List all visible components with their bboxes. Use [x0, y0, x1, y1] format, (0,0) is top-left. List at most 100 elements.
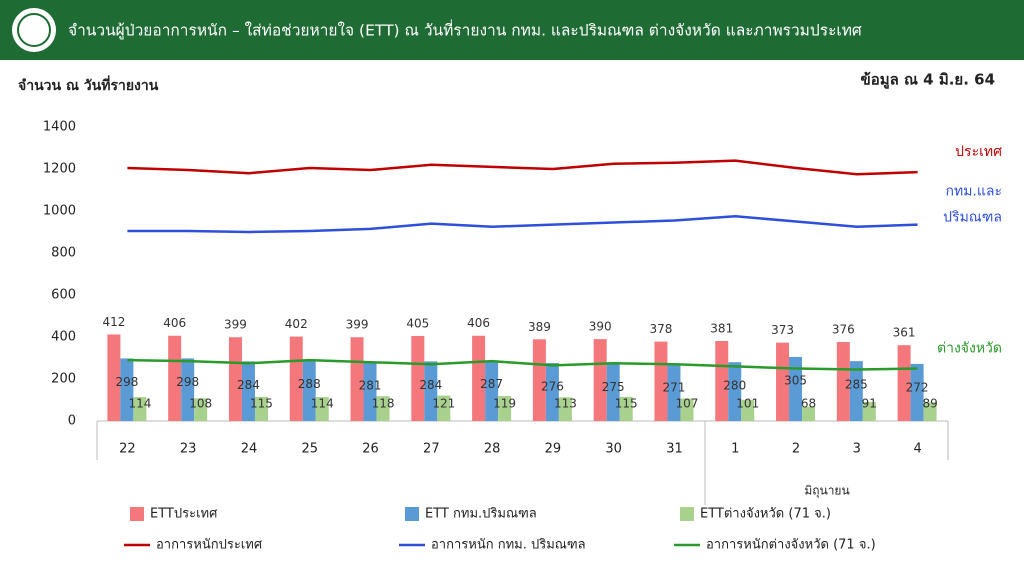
value-label: 119 [493, 397, 516, 411]
month-label: มิถุนายน [804, 484, 849, 499]
value-label: 91 [862, 397, 877, 411]
bar [424, 361, 438, 421]
bar [254, 396, 268, 421]
value-label: 108 [189, 397, 212, 411]
x-tick-label: 1 [731, 442, 739, 457]
bar [897, 345, 911, 421]
value-label: 284 [237, 378, 260, 392]
value-label: 399 [224, 318, 247, 332]
value-label: 118 [372, 397, 395, 411]
value-label: 390 [589, 320, 612, 334]
bar [350, 337, 364, 421]
bar [728, 362, 742, 421]
bar [849, 361, 863, 421]
value-label: 406 [467, 316, 490, 330]
value-label: 272 [906, 380, 929, 394]
bar [363, 361, 377, 421]
y-tick-label: 1200 [43, 162, 76, 177]
value-label: 285 [845, 378, 868, 392]
value-label: 101 [736, 397, 759, 411]
logo-ring [17, 13, 51, 47]
legend-swatch [680, 507, 694, 521]
x-tick-label: 24 [241, 442, 258, 457]
bar [228, 337, 242, 421]
y-tick-label: 400 [51, 330, 76, 345]
y-axis-label: จำนวน ณ วันที่รายงาน [18, 75, 159, 94]
bar [411, 335, 425, 421]
bar [558, 397, 572, 421]
x-tick-label: 26 [362, 442, 379, 457]
value-label: 288 [298, 377, 321, 391]
line [127, 358, 918, 371]
legend-label: อาการหนักประเทศ [156, 538, 263, 553]
value-label: 68 [801, 397, 816, 411]
bar [289, 336, 303, 421]
header-title: จำนวนผู้ป่วยอาการหนัก – ใส่ท่อช่วยหายใจ … [68, 20, 862, 41]
value-label: 298 [176, 375, 199, 389]
bar [302, 360, 316, 421]
value-label: 89 [922, 397, 937, 411]
value-label: 298 [115, 375, 138, 389]
bar [437, 395, 451, 421]
x-tick-label: 23 [180, 442, 197, 457]
bar [715, 340, 729, 421]
bar [680, 398, 694, 421]
legend-swatch [405, 507, 419, 521]
x-tick-label: 22 [119, 442, 136, 457]
y-tick-label: 1400 [43, 120, 76, 135]
value-label: 412 [102, 315, 125, 329]
value-label: 280 [723, 379, 746, 393]
bar [606, 363, 620, 421]
line-end-label: ประเทศ [955, 144, 1002, 160]
value-label: 113 [554, 397, 577, 411]
bar [120, 358, 134, 421]
value-label: 271 [663, 381, 686, 395]
data-note: ข้อมูล ณ 4 มิ.ย. 64 [860, 71, 995, 90]
line [127, 159, 918, 176]
value-label: 115 [615, 397, 638, 411]
legend-label: ETT กทม.ปริมณฑล [425, 507, 537, 522]
value-label: 399 [346, 318, 369, 332]
bar [181, 358, 195, 421]
bar [654, 341, 668, 421]
legend-label: ETTต่างจังหวัด (71 จ.) [700, 507, 831, 522]
bar [593, 339, 607, 421]
bar [789, 356, 803, 421]
value-label: 284 [419, 378, 442, 392]
x-tick-label: 27 [423, 442, 440, 457]
bar [241, 361, 255, 421]
value-label: 405 [406, 316, 429, 330]
x-tick-label: 4 [913, 442, 921, 457]
bar [532, 339, 546, 421]
line [127, 214, 918, 234]
value-label: 361 [893, 326, 916, 340]
y-tick-label: 200 [51, 372, 76, 387]
value-label: 121 [432, 397, 455, 411]
bar [133, 397, 147, 421]
value-label: 406 [163, 316, 186, 330]
x-tick-label: 28 [484, 442, 501, 457]
line-end-label: ปริมณฑล [943, 210, 1002, 226]
bar [836, 342, 850, 421]
value-label: 276 [541, 380, 564, 394]
bar [194, 398, 208, 421]
legend-swatch [130, 507, 144, 521]
bar [376, 396, 390, 421]
x-tick-label: 3 [853, 442, 861, 457]
line-end-label: กทม.และ [945, 184, 1002, 200]
bar [107, 334, 121, 421]
legend-label: อาการหนักต่างจังหวัด (71 จ.) [706, 538, 876, 553]
value-label: 115 [250, 397, 273, 411]
value-label: 381 [710, 321, 733, 335]
x-tick-label: 2 [792, 442, 800, 457]
bar [741, 399, 755, 421]
bar [910, 363, 924, 421]
bar [619, 396, 633, 421]
value-label: 107 [676, 397, 699, 411]
bar [315, 397, 329, 421]
value-label: 275 [602, 380, 625, 394]
bar [862, 401, 876, 421]
value-label: 402 [285, 317, 308, 331]
header-bar [0, 0, 1024, 60]
